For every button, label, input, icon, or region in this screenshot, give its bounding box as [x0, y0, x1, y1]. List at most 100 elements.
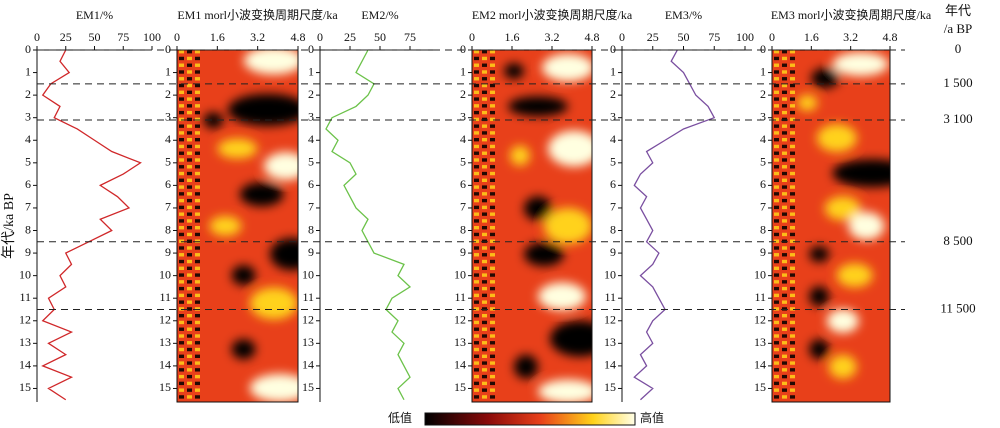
- wavelet-stripe: [774, 110, 779, 115]
- y-tick-label: 14: [159, 358, 171, 372]
- panel-title: EM1/%: [76, 8, 113, 22]
- wavelet-stripe: [774, 280, 779, 284]
- wavelet-stripe: [490, 104, 495, 108]
- wavelet-stripe: [179, 239, 184, 243]
- wavelet-stripe: [490, 110, 495, 115]
- y-tick-label: 7: [460, 200, 466, 214]
- wavelet-stripe: [790, 192, 795, 196]
- wavelet-stripe: [179, 124, 184, 128]
- wavelet-stripe: [490, 138, 495, 142]
- wavelet-stripe: [195, 165, 200, 169]
- wavelet-stripe: [195, 90, 200, 94]
- y-tick-label: 3: [460, 109, 466, 123]
- wavelet-stripe: [482, 63, 487, 67]
- wavelet-stripe: [179, 374, 184, 379]
- colorbar: [424, 412, 636, 426]
- wavelet-stripe: [474, 212, 479, 216]
- wavelet-stripe: [474, 205, 479, 210]
- wavelet-stripe: [790, 124, 795, 128]
- wavelet-stripe: [790, 334, 795, 338]
- wavelet-stripe: [187, 97, 192, 101]
- wavelet-stripe: [774, 395, 779, 399]
- wavelet-stripe: [774, 286, 779, 291]
- wavelet-stripe: [195, 158, 200, 162]
- y-tick-label: 1: [165, 64, 171, 78]
- wavelet-stripe: [774, 70, 779, 74]
- wavelet-stripe: [482, 219, 487, 223]
- wavelet-stripe: [195, 388, 200, 392]
- wavelet-stripe: [187, 124, 192, 128]
- wavelet-stripe: [790, 144, 795, 149]
- wavelet-stripe: [195, 361, 200, 365]
- x-tick-label: 0: [469, 30, 475, 44]
- wavelet-stripe: [782, 83, 787, 88]
- x-tick-label: 100: [143, 30, 161, 44]
- panel-title: EM1 morl小波变换周期尺度/ka: [177, 7, 338, 22]
- wavelet-stripe: [482, 192, 487, 196]
- wavelet-stripe: [195, 300, 200, 304]
- wavelet-stripe: [482, 280, 487, 284]
- wavelet-stripe: [782, 205, 787, 210]
- x-tick-label: 75: [117, 30, 129, 44]
- wavelet-stripe: [195, 117, 200, 122]
- wavelet-stripe: [482, 151, 487, 155]
- wavelet-stripe: [782, 307, 787, 311]
- wavelet-stripe: [187, 151, 192, 155]
- wavelet-stripe: [774, 361, 779, 365]
- wavelet-stripe: [482, 110, 487, 115]
- wavelet-stripe: [179, 171, 184, 176]
- wavelet-stripe: [482, 70, 487, 74]
- wavelet-stripe: [195, 151, 200, 155]
- wavelet-stripe: [179, 320, 184, 325]
- y-tick-label: 3: [760, 109, 766, 123]
- wavelet-blob: [816, 124, 857, 152]
- wavelet-stripe: [782, 266, 787, 270]
- wavelet-panel: [471, 49, 593, 403]
- wavelet-stripe: [774, 77, 779, 81]
- y-tick-label: 2: [25, 87, 31, 101]
- y-tick-label: 7: [25, 200, 31, 214]
- wavelet-stripe: [782, 354, 787, 358]
- y-tick-label: 5: [760, 155, 766, 169]
- wavelet-stripe: [782, 138, 787, 142]
- y-tick-label: 3: [165, 109, 171, 123]
- wavelet-stripe: [474, 246, 479, 250]
- y-tick-label: 11: [604, 290, 616, 304]
- wavelet-stripe: [482, 374, 487, 379]
- wavelet-stripe: [474, 171, 479, 176]
- wavelet-stripe: [474, 341, 479, 345]
- wavelet-stripe: [482, 239, 487, 243]
- wavelet-stripe: [774, 226, 779, 230]
- wavelet-stripe: [179, 334, 184, 338]
- wavelet-blob: [538, 282, 586, 311]
- wavelet-stripe: [179, 232, 184, 237]
- wavelet-stripe: [782, 165, 787, 169]
- wavelet-stripe: [195, 395, 200, 399]
- panel-title: EM2/%: [361, 8, 398, 22]
- wavelet-blob: [828, 354, 857, 379]
- wavelet-blob: [548, 130, 592, 167]
- right-tick-label: 1 500: [943, 75, 972, 90]
- wavelet-stripe: [474, 286, 479, 291]
- wavelet-stripe: [187, 239, 192, 243]
- wavelet-stripe: [482, 124, 487, 128]
- x-tick-label: 50: [678, 30, 690, 44]
- wavelet-stripe: [482, 138, 487, 142]
- wavelet-stripe: [474, 110, 479, 115]
- wavelet-stripe: [790, 63, 795, 67]
- y-tick-label: 3: [308, 109, 314, 123]
- wavelet-blobs: [203, 50, 298, 402]
- wavelet-stripe: [790, 158, 795, 162]
- wavelet-stripe: [490, 280, 495, 284]
- wavelet-stripe: [482, 395, 487, 399]
- wavelet-stripe: [774, 354, 779, 358]
- wavelet-stripe: [490, 144, 495, 149]
- wavelet-stripe: [187, 185, 192, 189]
- wavelet-stripe: [774, 307, 779, 311]
- wavelet-blob: [524, 196, 552, 221]
- wavelet-stripe: [782, 368, 787, 372]
- wavelet-stripe: [187, 327, 192, 331]
- wavelet-stripe: [782, 320, 787, 325]
- y-tick-label: 4: [760, 132, 766, 146]
- wavelet-stripe: [474, 63, 479, 67]
